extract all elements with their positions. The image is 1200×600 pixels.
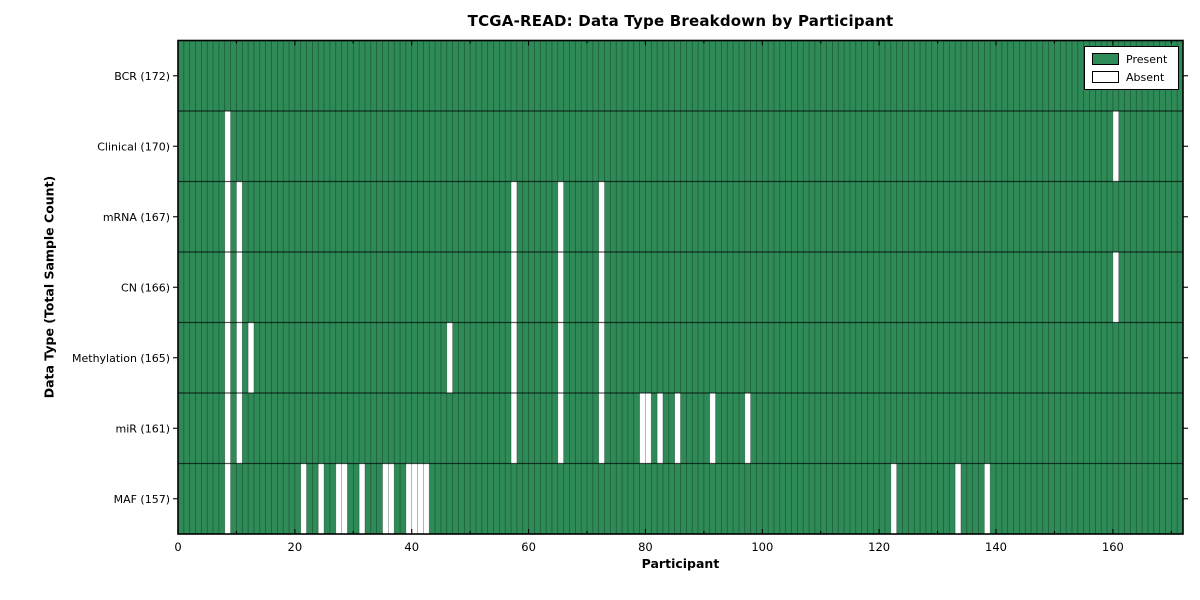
x-tick-label-160: 160 bbox=[1102, 540, 1124, 554]
absent-cell-MAF-133 bbox=[955, 463, 961, 534]
absent-cell-MAF-138 bbox=[984, 463, 991, 534]
absent-cell-MAF-28 bbox=[341, 463, 348, 534]
absent-cell-MAF-27 bbox=[335, 463, 342, 534]
heatmap-row-Methylation bbox=[178, 322, 1183, 393]
absent-cell-miR-85 bbox=[674, 393, 681, 464]
absent-cell-MAF-122 bbox=[890, 463, 897, 534]
absent-cell-MAF-31 bbox=[359, 463, 365, 534]
x-tick-label-0: 0 bbox=[174, 540, 181, 554]
present-cells-BCR bbox=[178, 40, 1183, 111]
absent-cell-CN-65 bbox=[557, 252, 564, 323]
x-tick-label-100: 100 bbox=[751, 540, 773, 554]
absent-cell-MAF-40 bbox=[411, 463, 418, 534]
heatmap-row-CN bbox=[178, 252, 1183, 323]
absent-cell-Clinical-8 bbox=[224, 111, 231, 182]
x-tick-label-140: 140 bbox=[985, 540, 1007, 554]
absent-cell-Clinical-160 bbox=[1112, 111, 1119, 182]
absent-cell-miR-57 bbox=[511, 393, 517, 464]
present-cells-Clinical bbox=[178, 111, 1183, 182]
y-axis-label-Methylation: Methylation (165) bbox=[72, 352, 170, 365]
absent-cell-miR-8 bbox=[224, 393, 231, 464]
y-axis-label-MAF: MAF (157) bbox=[114, 493, 170, 506]
absent-cell-CN-72 bbox=[598, 252, 605, 323]
absent-cell-miR-10 bbox=[236, 393, 243, 464]
present-cells-mRNA bbox=[178, 181, 1183, 252]
absent-cell-miR-82 bbox=[657, 393, 663, 464]
absent-cell-mRNA-72 bbox=[598, 181, 605, 252]
y-axis-label-Clinical: Clinical (170) bbox=[97, 140, 170, 153]
absent-cell-MAF-24 bbox=[318, 463, 325, 534]
x-tick-label-40: 40 bbox=[404, 540, 419, 554]
absent-swatch bbox=[1092, 71, 1119, 83]
x-tick-label-60: 60 bbox=[521, 540, 536, 554]
heatmap-row-Clinical bbox=[178, 111, 1183, 182]
absent-cell-MAF-8 bbox=[224, 463, 231, 534]
legend: Present Absent bbox=[1084, 46, 1179, 90]
absent-cell-CN-10 bbox=[236, 252, 243, 323]
absent-cell-mRNA-10 bbox=[236, 181, 243, 252]
absent-cell-Methylation-46 bbox=[446, 322, 453, 393]
x-tick-label-20: 20 bbox=[288, 540, 303, 554]
absent-cell-miR-97 bbox=[744, 393, 751, 464]
y-tick-marks bbox=[173, 75, 1188, 500]
y-axis-label-miR: miR (161) bbox=[116, 422, 171, 435]
absent-cell-Methylation-57 bbox=[511, 322, 517, 393]
legend-item-absent: Absent bbox=[1092, 71, 1172, 83]
absent-cell-Methylation-65 bbox=[557, 322, 564, 393]
row-boundary-lines bbox=[178, 110, 1183, 465]
x-tick-label-80: 80 bbox=[638, 540, 653, 554]
present-swatch bbox=[1092, 53, 1119, 65]
absent-cell-Methylation-72 bbox=[598, 322, 605, 393]
absent-cell-miR-65 bbox=[557, 393, 564, 464]
absent-cell-miR-80 bbox=[645, 393, 652, 464]
absent-cell-mRNA-8 bbox=[224, 181, 231, 252]
x-tick-label-120: 120 bbox=[868, 540, 890, 554]
heatmap-row-mRNA bbox=[178, 181, 1183, 252]
legend-label-present: Present bbox=[1126, 52, 1168, 66]
legend-label-absent: Absent bbox=[1126, 70, 1165, 84]
present-cells-Methylation bbox=[178, 322, 1183, 393]
absent-cell-Methylation-8 bbox=[224, 322, 231, 393]
absent-cell-CN-57 bbox=[511, 252, 517, 323]
legend-item-present: Present bbox=[1092, 53, 1172, 65]
absent-cell-miR-79 bbox=[639, 393, 646, 464]
absent-cell-mRNA-65 bbox=[557, 181, 564, 252]
absent-cell-MAF-21 bbox=[300, 463, 307, 534]
absent-cell-Methylation-10 bbox=[236, 322, 243, 393]
heatmap-row-miR bbox=[178, 393, 1183, 464]
y-axis-label-mRNA: mRNA (167) bbox=[103, 211, 170, 224]
present-cells-CN bbox=[178, 252, 1183, 323]
absent-cell-MAF-39 bbox=[405, 463, 412, 534]
absent-cell-MAF-41 bbox=[417, 463, 424, 534]
absent-cell-CN-8 bbox=[224, 252, 231, 323]
x-axis-title: Participant bbox=[641, 556, 720, 571]
y-axis-label-CN: CN (166) bbox=[121, 281, 170, 294]
heatmap-row-MAF bbox=[178, 463, 1183, 534]
heatmap-row-BCR bbox=[178, 40, 1183, 111]
absent-cell-miR-72 bbox=[598, 393, 605, 464]
absent-cell-MAF-36 bbox=[388, 463, 395, 534]
y-axis-title: Data Type (Total Sample Count) bbox=[41, 175, 57, 399]
plot-border bbox=[177, 39, 1184, 535]
absent-cell-CN-160 bbox=[1112, 252, 1119, 323]
y-axis-label-BCR: BCR (172) bbox=[114, 70, 170, 83]
cell-grid-lines bbox=[183, 40, 1178, 534]
absent-cell-MAF-35 bbox=[382, 463, 389, 534]
absent-cell-miR-91 bbox=[709, 393, 716, 464]
chart-title: TCGA-READ: Data Type Breakdown by Partic… bbox=[467, 12, 894, 30]
absent-cell-MAF-42 bbox=[423, 463, 430, 534]
absent-cell-mRNA-57 bbox=[511, 181, 517, 252]
absent-cell-Methylation-12 bbox=[248, 322, 254, 393]
